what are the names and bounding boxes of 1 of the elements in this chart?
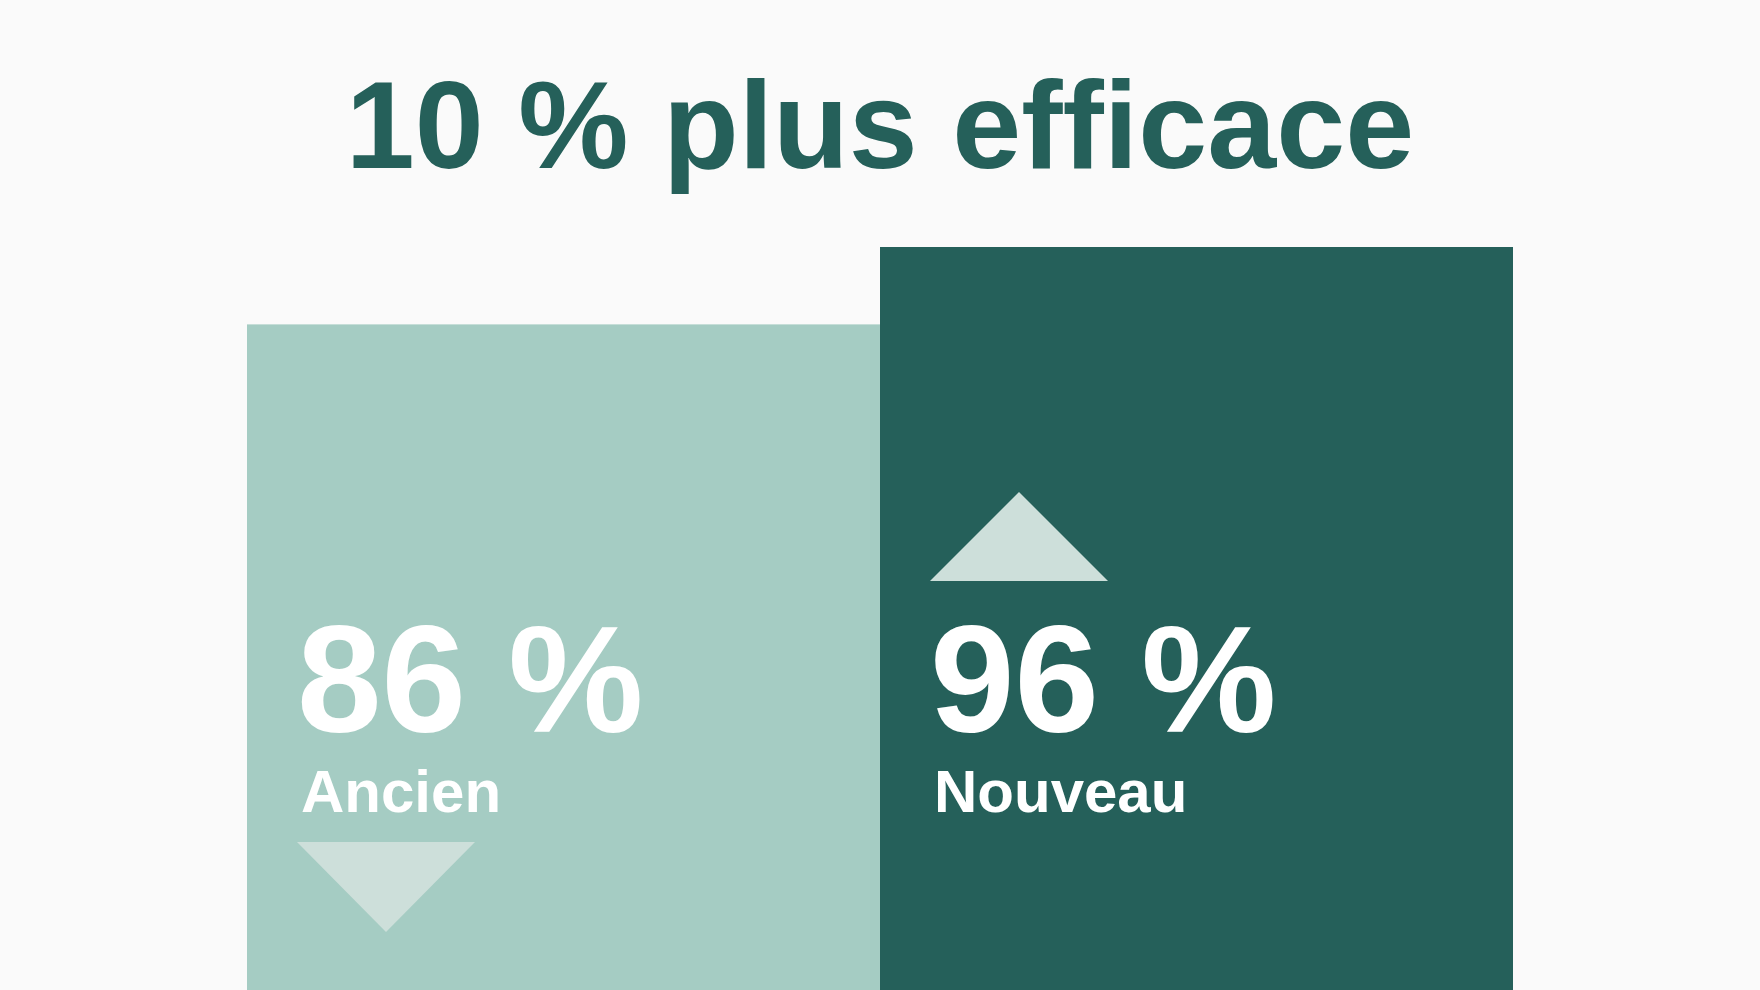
chart-title: 10 % plus efficace: [345, 56, 1415, 194]
